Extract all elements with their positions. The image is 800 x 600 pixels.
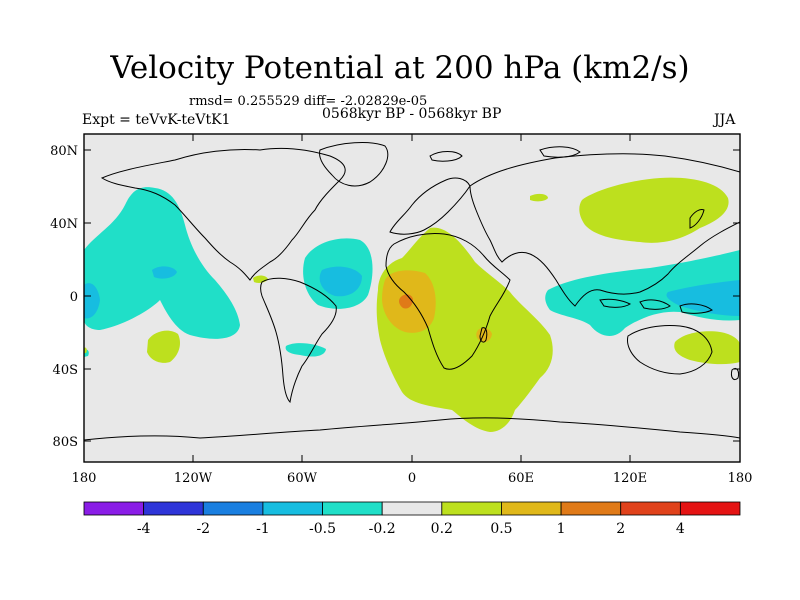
season-label: JJA xyxy=(714,112,736,128)
lat-tick-label: 80N xyxy=(50,144,78,159)
colorbar-swatch xyxy=(679,501,741,516)
lat-tick-label: 40S xyxy=(53,363,78,378)
colorbar-label: 0.5 xyxy=(490,521,512,537)
contour-region-east-pacific xyxy=(84,187,240,339)
contour-region-central-asia xyxy=(530,193,548,202)
contour-region-atlantic-core xyxy=(319,266,362,297)
contour-region-australia xyxy=(674,331,740,365)
contour-region-east-pacific-spot xyxy=(152,266,177,279)
lat-tick-label: 40N xyxy=(50,217,78,232)
colorbar-swatch xyxy=(381,501,443,516)
colorbar-swatch xyxy=(83,501,145,516)
stats-label: rmsd= 0.255529 diff= -2.02829e-05 xyxy=(189,94,428,109)
lon-tick-label: 120W xyxy=(174,471,213,486)
contour-region-south-america xyxy=(285,343,326,357)
colorbar-swatch xyxy=(501,501,562,516)
tick-marks xyxy=(83,134,741,462)
colorbar-label: 2 xyxy=(616,521,625,537)
colorbar-swatch xyxy=(202,501,264,516)
colorbar-label: 0.2 xyxy=(431,521,453,537)
contour-region-south-pacific-west xyxy=(147,330,181,363)
lon-tick-labels: 180 120W 60W 0 60E 120E 180 xyxy=(72,471,753,486)
lon-tick-label: 120E xyxy=(613,471,647,486)
lat-tick-label: 0 xyxy=(70,290,78,305)
colorbar-label: -0.2 xyxy=(369,521,396,537)
period-label: 0568kyr BP - 0568kyr BP xyxy=(322,106,502,122)
colorbar-label: -4 xyxy=(137,521,151,537)
colorbar-swatch xyxy=(143,501,204,516)
colorbar-label: -0.5 xyxy=(309,521,336,537)
lon-tick-label: 60W xyxy=(287,471,318,486)
colorbar-swatch xyxy=(441,501,502,516)
contour-region-west-edge-yg xyxy=(84,347,87,353)
colorbar-swatch xyxy=(560,501,622,516)
colorbar-swatch xyxy=(322,501,383,516)
lat-tick-label: 80S xyxy=(53,435,78,450)
coastlines xyxy=(84,142,740,441)
lon-tick-label: 60E xyxy=(508,471,534,486)
lat-tick-labels: 80N 40N 0 40S 80S xyxy=(50,144,78,450)
lon-tick-label: 180 xyxy=(72,471,97,486)
contour-region-west-pacific-core xyxy=(666,280,740,316)
experiment-label: Expt = teVvK-teVtK1 xyxy=(82,112,231,128)
colorbar-label: -2 xyxy=(196,521,210,537)
contour-region-north-pacific xyxy=(579,177,729,243)
contour-region-west-pacific xyxy=(545,250,740,336)
colorbar-swatch xyxy=(262,501,323,516)
colorbar-label: 4 xyxy=(676,521,685,537)
colorbar: -4 -2 -1 -0.5 -0.2 0.2 0.5 1 2 4 xyxy=(83,501,741,537)
page-title: Velocity Potential at 200 hPa (km2/s) xyxy=(110,50,690,86)
contour-fields xyxy=(84,177,740,432)
colorbar-swatch xyxy=(620,501,681,516)
lon-tick-label: 180 xyxy=(728,471,753,486)
colorbar-label: 1 xyxy=(557,521,566,537)
lon-tick-label: 0 xyxy=(408,471,416,486)
contour-region-east-pacific-core xyxy=(84,283,100,319)
colorbar-label: -1 xyxy=(256,521,270,537)
